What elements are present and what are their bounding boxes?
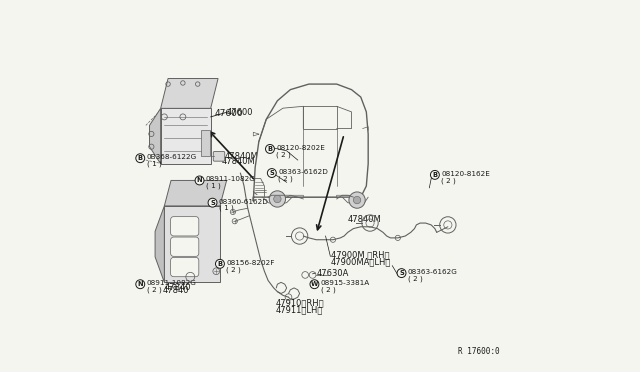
Text: 08363-6162G: 08363-6162G [408,269,458,275]
Circle shape [274,195,281,203]
Text: 47840: 47840 [164,283,191,292]
Text: B: B [218,261,223,267]
Text: 47911〈LH〉: 47911〈LH〉 [276,306,323,315]
Text: 47840: 47840 [163,286,189,295]
Text: 47840M: 47840M [222,157,255,166]
Text: ( 2 ): ( 2 ) [276,151,291,158]
Circle shape [136,280,145,289]
Circle shape [136,154,145,163]
Text: 08911-1082G: 08911-1082G [147,280,196,286]
Text: 47840M: 47840M [348,215,381,224]
Text: ( 1 ): ( 1 ) [206,183,221,189]
Polygon shape [155,206,164,282]
Text: B: B [138,155,143,161]
Text: B: B [268,146,273,152]
Text: ( 2 ): ( 2 ) [226,266,241,273]
Circle shape [310,280,319,289]
Text: B: B [433,172,437,178]
Circle shape [208,198,217,207]
Text: 47900MA〈LH〉: 47900MA〈LH〉 [331,257,392,266]
Circle shape [349,192,365,208]
Text: ( 2 ): ( 2 ) [321,286,335,293]
Text: 0B368-6122G: 0B368-6122G [147,154,197,160]
Text: ( 2 ): ( 2 ) [441,177,456,184]
Text: ( 2 ): ( 2 ) [278,175,293,182]
Text: ( 1 ): ( 1 ) [147,160,161,167]
Text: S: S [210,200,215,206]
Polygon shape [161,78,218,108]
FancyBboxPatch shape [202,131,209,156]
Polygon shape [161,108,211,164]
Text: 47840M: 47840M [225,152,259,161]
Text: 08120-8202E: 08120-8202E [276,145,325,151]
Text: R 17600:0: R 17600:0 [458,347,500,356]
Circle shape [216,259,225,268]
Text: N: N [138,281,143,287]
FancyBboxPatch shape [171,257,199,277]
Text: 08120-8162E: 08120-8162E [441,171,490,177]
Text: 47600: 47600 [226,108,253,117]
Text: 47600: 47600 [214,109,243,118]
Text: 08915-3381A: 08915-3381A [321,280,370,286]
FancyBboxPatch shape [213,151,225,161]
Text: ( 2 ): ( 2 ) [408,275,422,282]
Polygon shape [150,108,161,164]
Text: S: S [269,170,274,176]
Text: 08156-8202F: 08156-8202F [226,260,275,266]
Circle shape [353,196,361,204]
Text: 47900M 〈RH〉: 47900M 〈RH〉 [331,250,390,259]
Circle shape [266,144,275,153]
Circle shape [269,191,285,207]
Circle shape [431,170,439,179]
Polygon shape [164,206,220,282]
Text: ( 2 ): ( 2 ) [147,286,161,293]
Circle shape [268,169,276,177]
FancyBboxPatch shape [171,237,199,256]
Text: 08363-6162D: 08363-6162D [278,169,328,175]
Text: S: S [399,270,404,276]
Circle shape [195,176,204,185]
Text: 47910〈RH〉: 47910〈RH〉 [276,298,324,307]
Polygon shape [164,180,227,206]
FancyBboxPatch shape [171,217,199,236]
Text: 47630A: 47630A [316,269,349,278]
Text: ( 1 ): ( 1 ) [219,205,234,212]
Circle shape [397,269,406,278]
Text: N: N [196,177,202,183]
Text: W: W [311,281,318,287]
Text: 08911-1082G: 08911-1082G [206,176,256,182]
Text: 08360-6162D: 08360-6162D [219,199,269,205]
